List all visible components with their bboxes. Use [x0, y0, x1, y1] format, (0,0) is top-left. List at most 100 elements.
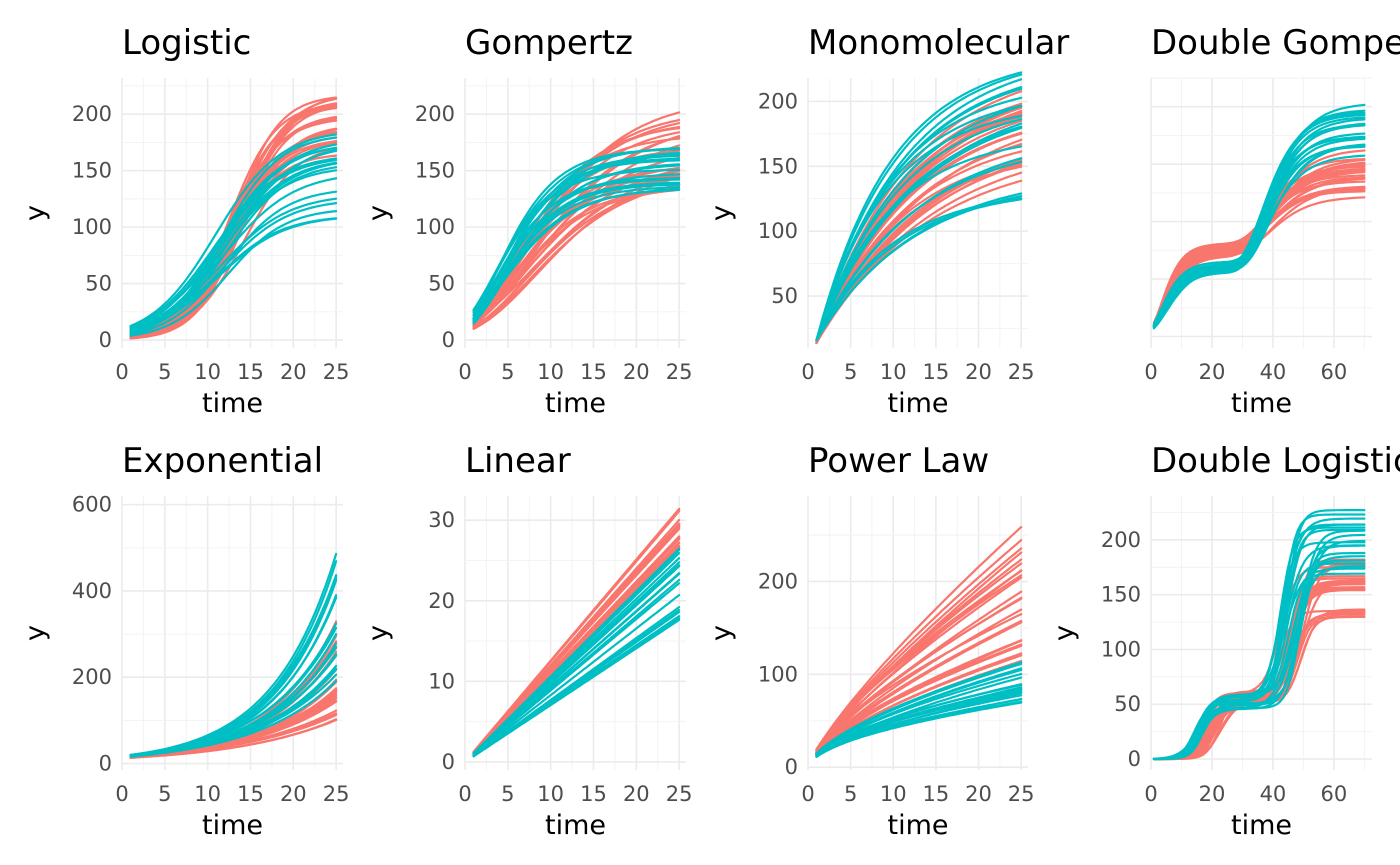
series-2-curve: [815, 122, 1023, 342]
series-1-curve: [1152, 170, 1366, 326]
series-2-curve: [472, 615, 681, 758]
panel-title: Gompertz: [465, 23, 633, 63]
y-tick-label: 100: [758, 662, 798, 686]
x-tick-label: 5: [844, 782, 857, 806]
y-tick-label: 200: [1101, 528, 1141, 552]
series-2-curve: [1152, 544, 1366, 760]
y-tick-label: 100: [72, 215, 112, 239]
series-1-curve: [129, 718, 338, 759]
series-2-curve: [1152, 113, 1366, 329]
panel-gompertz: Gompertz 0 5 10 15 20 25 0 50 100 150 200 time y: [363, 23, 693, 419]
series-1-curve: [815, 547, 1023, 752]
panel-title: Double Gompertz: [1151, 23, 1400, 63]
series-1-curve: [815, 526, 1023, 751]
panel-exponential: Exponential 0 5 10 15 20 25 0 200 400 600 time y: [20, 441, 350, 841]
series-1-curve: [1152, 580, 1366, 760]
series-1-curve: [1152, 579, 1366, 760]
series-2-curve: [1152, 124, 1366, 326]
y-axis-label: y: [20, 625, 51, 641]
series-1-curve: [815, 596, 1023, 754]
series-2-curve: [472, 594, 681, 757]
x-axis-label: time: [1231, 810, 1292, 841]
x-tick-label: 15: [237, 360, 264, 384]
y-tick-label: 100: [758, 219, 798, 243]
series-2-curve: [815, 145, 1023, 342]
y-tick-label: 100: [415, 215, 455, 239]
x-tick-label: 5: [501, 360, 514, 384]
y-tick-label: 150: [1101, 583, 1141, 607]
y-axis-label: y: [363, 205, 394, 221]
series-1-curve: [472, 526, 681, 754]
x-tick-label: 10: [537, 782, 564, 806]
x-tick-label: 10: [194, 360, 221, 384]
series-2-curve: [815, 690, 1023, 756]
series-2-curve: [129, 148, 338, 328]
x-tick-label: 10: [194, 782, 221, 806]
series-2-curve: [815, 73, 1023, 342]
y-tick-label: 150: [72, 159, 112, 183]
series-2-curve: [1152, 567, 1366, 760]
x-tick-label: 20: [280, 360, 307, 384]
series-2-curve: [472, 151, 681, 321]
x-tick-label: 20: [623, 782, 650, 806]
series-1-curve: [1152, 615, 1366, 761]
x-tick-label: 20: [965, 782, 992, 806]
series-2-curve: [1152, 533, 1366, 761]
series-1-curve: [815, 576, 1023, 753]
y-tick-label: 30: [428, 508, 455, 532]
y-axis-label: y: [706, 205, 737, 221]
y-tick-label: 200: [758, 569, 798, 593]
x-tick-label: 25: [666, 782, 693, 806]
series-2-curve: [472, 188, 681, 320]
panel-title: Exponential: [122, 441, 323, 481]
x-axis-label: time: [545, 388, 606, 419]
y-tick-label: 200: [415, 102, 455, 126]
x-tick-label: 60: [1321, 360, 1348, 384]
series-2-curve: [815, 71, 1023, 342]
series-2-curve: [815, 192, 1023, 342]
series-1-curve: [1152, 170, 1366, 327]
series-2-curve: [815, 125, 1023, 342]
series-2-curve: [472, 173, 681, 316]
x-tick-label: 0: [801, 782, 814, 806]
series-2-curve: [815, 683, 1023, 756]
x-tick-label: 0: [458, 782, 471, 806]
series-2-curve: [1152, 555, 1366, 761]
x-tick-label: 10: [880, 782, 907, 806]
x-axis-label: time: [1231, 388, 1292, 419]
series-2-curve: [815, 114, 1023, 342]
x-tick-label: 25: [323, 360, 350, 384]
panel-title: Logistic: [122, 23, 251, 63]
series-2-curve: [129, 177, 338, 330]
series-1-curve: [815, 132, 1023, 344]
series-1-curve: [472, 183, 681, 329]
series-2-curve: [129, 197, 338, 331]
panel-monomolecular: Monomolecular 0 5 10 15 20 25 50 100 150 200 time y: [706, 23, 1069, 419]
panel-title: Double Logistic: [1151, 441, 1400, 481]
y-tick-label: 200: [72, 665, 112, 689]
y-tick-label: 150: [415, 159, 455, 183]
x-tick-label: 0: [115, 782, 128, 806]
x-axis-label: time: [202, 810, 263, 841]
x-tick-label: 25: [1008, 782, 1035, 806]
y-axis-label: y: [1049, 625, 1080, 641]
x-tick-label: 20: [1199, 360, 1226, 384]
x-axis-label: time: [887, 388, 948, 419]
x-tick-label: 15: [237, 782, 264, 806]
x-tick-label: 10: [537, 360, 564, 384]
series-1-curve: [1152, 180, 1366, 327]
series-1-curve: [815, 551, 1023, 754]
y-tick-label: 50: [85, 272, 112, 296]
series-2-curve: [129, 217, 338, 333]
series-1-curve: [1152, 580, 1366, 761]
x-tick-label: 20: [280, 782, 307, 806]
series-1-curve: [1152, 565, 1366, 761]
y-tick-label: 0: [1128, 747, 1141, 771]
series-1-curve: [815, 619, 1023, 755]
x-tick-label: 5: [501, 782, 514, 806]
series-2-curve: [129, 157, 338, 328]
x-tick-label: 5: [158, 360, 171, 384]
y-tick-label: 50: [428, 272, 455, 296]
x-tick-label: 5: [844, 360, 857, 384]
y-tick-label: 0: [785, 755, 798, 779]
